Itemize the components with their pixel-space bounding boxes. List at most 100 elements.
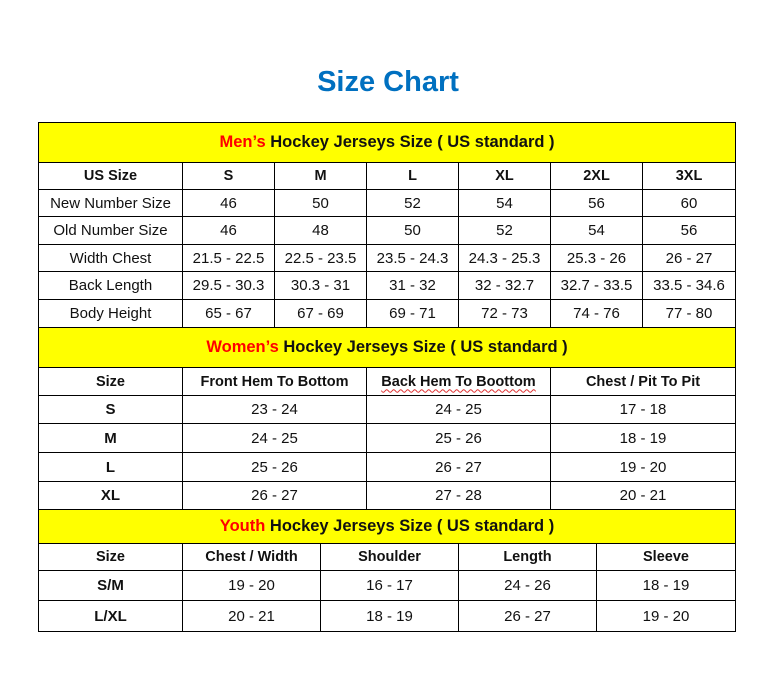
- table-cell: 19 - 20: [595, 600, 737, 632]
- column-header-label: Back Hem To Boottom: [381, 373, 536, 390]
- column-header-label: Size: [95, 549, 125, 565]
- row-label: Back Length: [38, 271, 183, 300]
- table-cell: 26 - 27: [458, 600, 597, 632]
- row-label: L/XL: [38, 600, 183, 632]
- table-row: New Number Size 46 50 52 54 56 60: [38, 189, 737, 217]
- table-row: XL 26 - 27 27 - 28 20 - 21: [38, 481, 737, 510]
- table-row: Body Height 65 - 67 67 - 69 69 - 71 72 - 73 7…: [38, 299, 737, 328]
- column-header-label: Shoulder: [358, 549, 421, 565]
- column-header-label: Size: [95, 373, 125, 390]
- table-cell: 23.5 - 24.3: [366, 244, 459, 272]
- row-label: S: [38, 395, 183, 424]
- section-highlight: Women’s: [206, 338, 279, 356]
- row-label: New Number Size: [38, 189, 183, 217]
- size-chart: Men’s Hockey Jerseys Size ( US standard …: [37, 122, 737, 632]
- table-row: Back Length 29.5 - 30.3 30.3 - 31 31 - 32 32…: [38, 271, 737, 300]
- column-header-label: Chest / Width: [205, 549, 298, 565]
- table-cell: 26 - 27: [366, 452, 551, 482]
- column-header: Chest / Pit To Pit: [549, 367, 737, 396]
- table-cell: 25 - 26: [182, 452, 367, 482]
- column-header: 3XL: [641, 162, 737, 190]
- table-cell: 18 - 19: [595, 570, 737, 601]
- table-cell: 48: [274, 216, 367, 245]
- column-header-label: US Size: [83, 168, 138, 184]
- column-header: 2XL: [550, 162, 643, 190]
- table-row: M 24 - 25 25 - 26 18 - 19: [38, 423, 737, 453]
- table-cell: 18 - 19: [549, 423, 737, 453]
- table-row: L 25 - 26 26 - 27 19 - 20: [38, 452, 737, 482]
- column-header: Size: [38, 367, 183, 396]
- row-label: Old Number Size: [38, 216, 183, 245]
- column-header-label: S: [223, 168, 234, 184]
- row-label: M: [38, 423, 183, 453]
- table-cell: 52: [458, 216, 551, 245]
- table-cell: 21.5 - 22.5: [182, 244, 275, 272]
- table-cell: 46: [182, 216, 275, 245]
- table-cell: 25 - 26: [366, 423, 551, 453]
- table-row: Width Chest 21.5 - 22.5 22.5 - 23.5 23.5 - …: [38, 244, 737, 272]
- row-label: Body Height: [38, 299, 183, 328]
- table-cell: 50: [274, 189, 367, 217]
- column-header: Sleeve: [595, 543, 737, 571]
- header-row: Size Chest / Width Shoulder Length Sleeve: [38, 543, 737, 571]
- table-cell: 56: [641, 216, 737, 245]
- section-title: Hockey Jerseys Size ( US standard ): [278, 338, 568, 356]
- column-header: Size: [38, 543, 183, 571]
- column-header-label: Sleeve: [643, 549, 689, 565]
- column-header: XL: [458, 162, 551, 190]
- column-header-label: M: [314, 168, 327, 184]
- table-cell: 77 - 80: [641, 299, 737, 328]
- table-cell: 46: [182, 189, 275, 217]
- row-label: S/M: [38, 570, 183, 601]
- table-cell: 30.3 - 31: [274, 271, 367, 300]
- table-cell: 54: [458, 189, 551, 217]
- table-cell: 26 - 27: [182, 481, 367, 510]
- table-cell: 74 - 76: [550, 299, 643, 328]
- table-cell: 22.5 - 23.5: [274, 244, 367, 272]
- table-cell: 56: [550, 189, 643, 217]
- mens-size-table: Men’s Hockey Jerseys Size ( US standard …: [37, 122, 737, 328]
- column-header: Length: [458, 543, 597, 571]
- column-header: M: [274, 162, 367, 190]
- table-row: Old Number Size 46 48 50 52 54 56: [38, 216, 737, 245]
- column-header-label: XL: [495, 168, 514, 184]
- header-row: US Size S M L XL 2XL 3XL: [38, 162, 737, 190]
- column-header: Shoulder: [320, 543, 459, 571]
- page-title: Size Chart: [317, 66, 459, 98]
- table-cell: 67 - 69: [274, 299, 367, 328]
- column-header: S: [182, 162, 275, 190]
- table-cell: 25.3 - 26: [550, 244, 643, 272]
- column-header-label: 3XL: [675, 168, 703, 184]
- column-header: US Size: [38, 162, 183, 190]
- row-label: L: [38, 452, 183, 482]
- table-cell: 65 - 67: [182, 299, 275, 328]
- row-label: Width Chest: [38, 244, 183, 272]
- row-label: XL: [38, 481, 183, 510]
- column-header: Back Hem To Boottom: [366, 367, 551, 396]
- column-header: L: [366, 162, 459, 190]
- table-cell: 17 - 18: [549, 395, 737, 424]
- table-cell: 26 - 27: [641, 244, 737, 272]
- table-cell: 16 - 17: [320, 570, 459, 601]
- table-cell: 32 - 32.7: [458, 271, 551, 300]
- header-row: Size Front Hem To Bottom Back Hem To Boott…: [38, 367, 737, 396]
- table-cell: 69 - 71: [366, 299, 459, 328]
- table-cell: 52: [366, 189, 459, 217]
- table-cell: 23 - 24: [182, 395, 367, 424]
- table-cell: 19 - 20: [549, 452, 737, 482]
- table-cell: 72 - 73: [458, 299, 551, 328]
- section-highlight: Men’s: [219, 133, 266, 151]
- table-row: S/M 19 - 20 16 - 17 24 - 26 18 - 19: [38, 570, 737, 601]
- table-row: S 23 - 24 24 - 25 17 - 18: [38, 395, 737, 424]
- womens-size-table: Women’s Hockey Jerseys Size ( US standar…: [37, 327, 737, 510]
- youth-size-table: Youth Hockey Jerseys Size ( US standard …: [37, 509, 737, 632]
- column-header-label: 2XL: [583, 168, 610, 184]
- table-cell: 20 - 21: [549, 481, 737, 510]
- section-title: Hockey Jerseys Size ( US standard ): [265, 133, 555, 151]
- table-cell: 20 - 21: [182, 600, 321, 632]
- table-cell: 32.7 - 33.5: [550, 271, 643, 300]
- table-cell: 18 - 19: [320, 600, 459, 632]
- table-cell: 50: [366, 216, 459, 245]
- column-header: Front Hem To Bottom: [182, 367, 367, 396]
- column-header-label: L: [408, 168, 417, 184]
